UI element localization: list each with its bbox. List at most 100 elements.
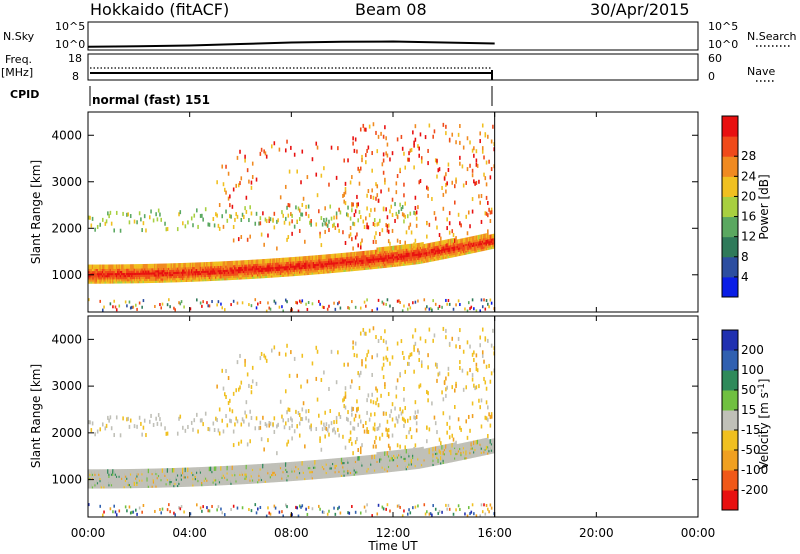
power-cell xyxy=(457,239,460,244)
power-cell xyxy=(490,234,493,239)
velocity-cell xyxy=(99,469,102,474)
power-cell xyxy=(353,213,356,218)
power-cell xyxy=(287,235,290,240)
power-cell xyxy=(365,153,367,158)
power-cell xyxy=(152,218,155,223)
velocity-cell xyxy=(230,508,232,512)
power-cell xyxy=(361,238,363,243)
power-cell xyxy=(418,146,420,151)
velocity-cell xyxy=(129,511,132,515)
velocity-cell xyxy=(201,509,203,513)
power-cell xyxy=(479,234,481,240)
power-cell xyxy=(118,264,121,269)
velocity-cell xyxy=(232,391,235,396)
power-cell xyxy=(389,157,391,162)
power-cell xyxy=(451,229,454,234)
velocity-cell xyxy=(296,424,298,429)
power-cell xyxy=(325,217,328,222)
power-cell xyxy=(199,301,202,305)
power-cell xyxy=(154,304,156,308)
velocity-cell xyxy=(193,418,196,423)
power-cell xyxy=(428,307,431,311)
velocity-cell xyxy=(226,423,229,428)
power-cell xyxy=(398,299,400,303)
power-cell xyxy=(465,214,468,219)
power-cell xyxy=(466,231,469,236)
power-cell xyxy=(404,214,407,219)
power-cell xyxy=(391,212,394,217)
power-cell xyxy=(408,151,410,156)
power-cell xyxy=(249,205,251,210)
power-cell xyxy=(379,247,381,252)
power-cell xyxy=(269,258,272,264)
velocity-cell xyxy=(239,465,241,470)
velocity-cell xyxy=(249,409,251,414)
power-cell xyxy=(302,196,305,201)
power-cell xyxy=(333,301,335,305)
velocity-cell xyxy=(227,376,230,381)
power-cell xyxy=(480,298,483,302)
power-cell xyxy=(315,172,318,177)
velocity-cell xyxy=(185,467,188,473)
power-cell xyxy=(438,244,441,249)
power-cell xyxy=(375,182,377,187)
power-cell xyxy=(136,264,138,269)
power-cell xyxy=(448,230,451,235)
velocity-cell xyxy=(300,416,302,421)
velocity-cell xyxy=(237,387,240,392)
nsearch-label: N.Search xyxy=(747,30,797,43)
velocity-cell xyxy=(91,469,94,474)
power-cell xyxy=(96,224,99,229)
power-cell xyxy=(240,235,243,240)
power-cell xyxy=(124,264,127,269)
power-cell xyxy=(119,264,122,269)
power-cell xyxy=(334,307,337,311)
power-cell xyxy=(423,298,426,302)
power-cell xyxy=(347,213,349,218)
velocity-cell xyxy=(179,467,182,473)
velocity-cell xyxy=(265,514,268,518)
power-cell xyxy=(401,205,404,210)
power-cell xyxy=(190,216,193,221)
velocity-cell xyxy=(169,510,171,514)
power-cell xyxy=(141,264,143,269)
power-cell xyxy=(249,234,251,239)
power-cell xyxy=(384,246,386,252)
velocity-cell xyxy=(141,468,143,474)
velocity-cell xyxy=(135,468,137,474)
power-cell xyxy=(271,144,273,149)
velocity-cell xyxy=(281,510,283,514)
power-cell xyxy=(440,240,442,246)
power-cell xyxy=(162,263,165,269)
velocity-cell xyxy=(215,466,217,471)
velocity-cell xyxy=(240,422,243,427)
power-cell xyxy=(250,211,253,216)
power-cell xyxy=(216,261,218,267)
velocity-cell xyxy=(220,507,222,511)
power-cell xyxy=(352,202,354,207)
power-cell xyxy=(265,219,268,224)
power-cell xyxy=(462,145,465,150)
velocity-cell xyxy=(295,409,297,414)
power-cell xyxy=(324,229,326,234)
velocity-cell xyxy=(211,466,213,472)
power-cell xyxy=(244,158,246,163)
power-cell xyxy=(315,255,318,260)
power-cell xyxy=(427,193,429,198)
velocity-cell xyxy=(208,466,211,472)
power-cell xyxy=(358,169,361,174)
velocity-cell xyxy=(157,413,160,418)
velocity-cell xyxy=(278,510,281,514)
velocity-cell xyxy=(131,468,133,474)
velocity-cell xyxy=(171,468,174,473)
power-cell xyxy=(227,171,230,176)
power-cell xyxy=(226,218,229,223)
power-cell xyxy=(310,219,312,224)
power-cell xyxy=(286,300,288,304)
velocity-cell xyxy=(145,433,147,438)
velocity-cell xyxy=(225,394,227,399)
velocity-cell xyxy=(178,506,180,510)
power-cell xyxy=(300,300,302,304)
power-cell xyxy=(414,137,417,142)
power-cell xyxy=(404,244,407,249)
